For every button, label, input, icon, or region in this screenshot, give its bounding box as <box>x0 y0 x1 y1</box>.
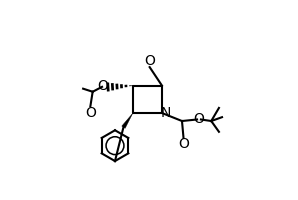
Text: O: O <box>97 79 108 93</box>
Polygon shape <box>122 113 133 128</box>
Text: O: O <box>178 137 189 151</box>
Text: O: O <box>85 106 96 120</box>
Text: N: N <box>160 106 170 120</box>
Text: O: O <box>193 112 204 126</box>
Text: O: O <box>144 54 155 68</box>
